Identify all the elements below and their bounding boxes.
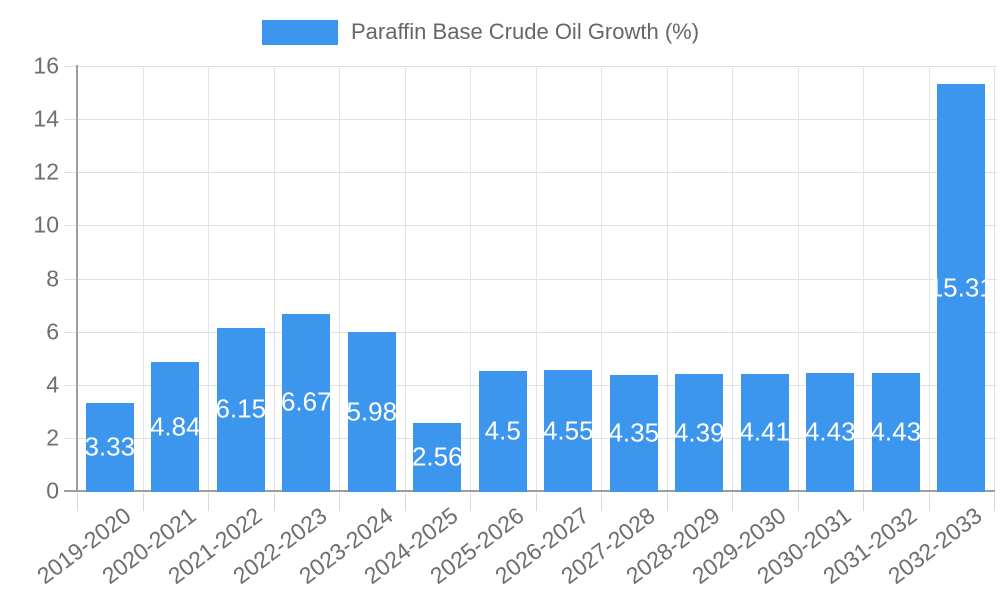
v-gridline [928,66,930,491]
bar[interactable] [347,332,396,492]
v-gridline [601,66,602,491]
h-gridline [77,66,997,67]
bar[interactable] [740,373,789,492]
x-tick-mark [273,493,275,511]
x-tick-mark [732,493,733,511]
x-tick-mark [339,493,340,511]
x-tick-mark [928,493,930,511]
h-gridline [77,437,997,439]
bar[interactable] [609,375,658,492]
v-gridline [535,66,537,491]
y-tick-label: 12 [33,158,59,185]
x-tick-mark [994,493,995,511]
x-tick-mark [535,493,537,511]
v-gridline [339,66,340,491]
y-tick-label: 0 [46,477,59,504]
x-tick-mark [404,493,406,511]
legend-label: Paraffin Base Crude Oil Growth (%) [351,19,700,44]
h-gridline [77,172,997,174]
bar[interactable] [544,370,593,492]
bar[interactable] [871,373,920,492]
x-tick-mark [77,493,78,511]
legend-swatch [262,19,338,45]
v-gridline [208,66,209,491]
x-tick-mark [797,493,799,511]
bar[interactable] [85,402,134,492]
y-axis-line [76,65,78,492]
y-tick-mark [64,278,76,280]
v-gridline [732,66,733,491]
x-tick-mark [208,493,209,511]
v-gridline [142,66,144,491]
bar[interactable] [151,362,200,492]
v-gridline [797,66,799,491]
legend-item[interactable]: Paraffin Base Crude Oil Growth (%) [262,19,699,45]
v-gridline [273,66,275,491]
v-gridline [994,66,995,491]
bar[interactable] [937,84,986,492]
v-gridline [666,66,668,491]
x-tick-mark [601,493,602,511]
h-gridline [77,119,997,121]
y-tick-label: 4 [46,371,59,398]
bar[interactable] [282,313,331,492]
h-gridline [77,225,997,227]
bar[interactable] [675,374,724,492]
y-tick-label: 8 [46,265,59,291]
h-gridline [77,331,997,333]
v-gridline [470,66,471,491]
y-tick-mark [64,172,76,174]
bar[interactable] [806,373,855,492]
y-tick-label: 16 [33,52,59,79]
h-gridline [77,278,997,280]
x-tick-mark [666,493,668,511]
bar[interactable] [478,371,527,492]
y-tick-label: 10 [33,211,59,238]
x-axis-line [64,490,995,492]
y-tick-label: 6 [46,318,59,345]
bar[interactable] [216,327,265,492]
x-tick-mark [470,493,471,511]
v-gridline [404,66,406,491]
y-tick-mark [64,119,76,121]
y-tick-mark [64,437,76,439]
bar[interactable] [413,423,462,492]
y-tick-label: 2 [46,424,59,451]
y-tick-mark [64,66,76,67]
x-tick-mark [142,493,144,511]
y-tick-mark [64,331,76,333]
y-tick-label: 14 [33,105,59,132]
v-gridline [863,66,864,491]
x-tick-mark [863,493,864,511]
y-tick-mark [64,384,76,386]
h-gridline [77,384,997,386]
y-tick-mark [64,225,76,227]
